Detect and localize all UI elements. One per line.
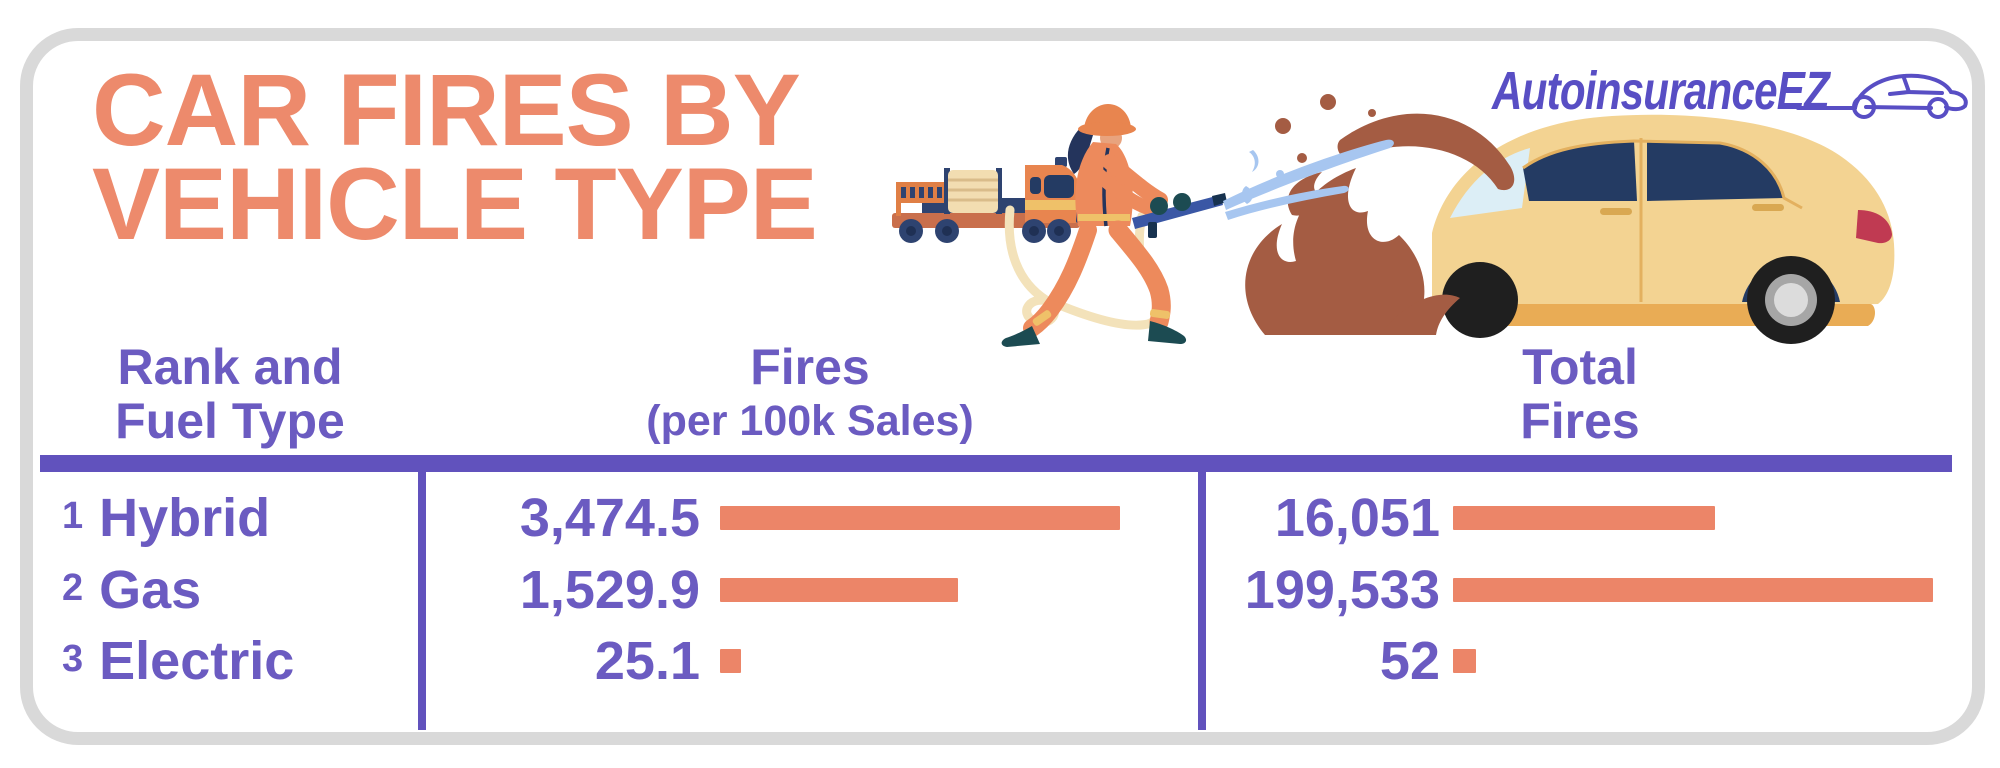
fire-scene-illustration (892, 73, 1968, 347)
header-rank-line2: Fuel Type (115, 393, 345, 449)
rank-number: 2 (62, 567, 84, 609)
header-rule (40, 455, 1952, 472)
column-divider-2 (1198, 472, 1206, 730)
hybrid-total-fires-bar (1453, 506, 1715, 530)
gas-fires-per-100k-value: 1,529.9 (519, 560, 700, 620)
gas-fires-per-100k-bar (720, 578, 958, 602)
header-total-line2: Fires (1520, 393, 1640, 449)
column-divider-1 (418, 472, 426, 730)
fuel-type-label: Electric (99, 631, 295, 691)
row-gas-label: 2 Gas (62, 560, 201, 626)
title-line-1: CAR FIRES BY (92, 53, 801, 167)
hybrid-fires-per-100k-value: 3,474.5 (519, 488, 700, 548)
title-line-2: VEHICLE TYPE (92, 146, 818, 261)
page-title: CAR FIRES BY VEHICLE TYPE (92, 53, 818, 261)
fire-truck-icon (892, 157, 1084, 243)
spark-dots-icon (1275, 94, 1376, 163)
fuel-type-label: Gas (99, 560, 202, 620)
electric-total-fires-value: 52 (1379, 631, 1440, 691)
column-header-rank-fuel: Rank and Fuel Type (40, 340, 420, 448)
electric-fires-per-100k-value: 25.1 (594, 631, 700, 691)
hybrid-fires-per-100k-bar (720, 506, 1120, 530)
row-electric-label: 3 Electric (62, 631, 294, 697)
header-rank-line1: Rank and (117, 339, 343, 395)
brand-logo: AutoinsuranceEZ (1492, 61, 1830, 121)
burning-car-illustration (1432, 114, 1895, 344)
fuel-type-label: Hybrid (99, 488, 271, 548)
water-spray-icon (1223, 139, 1394, 220)
column-header-fires-per-100k: Fires (per 100k Sales) (420, 340, 1200, 448)
rank-number: 3 (62, 638, 84, 680)
hybrid-total-fires-value: 16,051 (1274, 488, 1440, 548)
firefighter-icon (1001, 104, 1227, 347)
header-total-line1: Total (1522, 339, 1638, 395)
electric-total-fires-bar (1453, 649, 1476, 673)
rank-number: 1 (62, 495, 84, 537)
gas-total-fires-bar (1453, 578, 1933, 602)
logo-car-sketch-icon (1796, 73, 1968, 119)
header-fires-line2: (per 100k Sales) (646, 397, 974, 445)
column-header-total-fires: Total Fires (1210, 340, 1950, 448)
row-hybrid-label: 1 Hybrid (62, 488, 270, 554)
electric-fires-per-100k-bar (720, 649, 741, 673)
header-fires-line1: Fires (750, 339, 870, 395)
gas-total-fires-value: 199,533 (1244, 560, 1440, 620)
